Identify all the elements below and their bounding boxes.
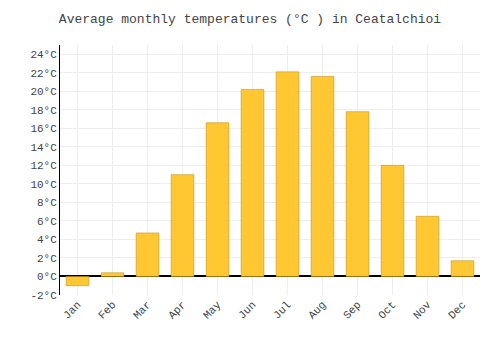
svg-text:22°C: 22°C bbox=[30, 68, 57, 80]
svg-text:4°C: 4°C bbox=[37, 234, 57, 246]
svg-text:Average monthly temperatures (: Average monthly temperatures (°C ) in Ce… bbox=[59, 12, 441, 27]
svg-text:8°C: 8°C bbox=[37, 197, 57, 209]
svg-text:Feb: Feb bbox=[96, 299, 118, 321]
svg-text:Aug: Aug bbox=[306, 299, 328, 321]
svg-text:Jan: Jan bbox=[61, 299, 83, 321]
svg-text:20°C: 20°C bbox=[30, 86, 57, 98]
svg-text:Jul: Jul bbox=[271, 299, 293, 321]
svg-text:Mar: Mar bbox=[131, 299, 153, 321]
svg-text:16°C: 16°C bbox=[30, 123, 57, 135]
svg-text:-2°C: -2°C bbox=[30, 290, 57, 302]
svg-text:Nov: Nov bbox=[411, 299, 434, 322]
svg-text:Sep: Sep bbox=[341, 299, 363, 321]
svg-text:18°C: 18°C bbox=[30, 105, 57, 117]
svg-text:0°C: 0°C bbox=[37, 271, 57, 283]
svg-text:2°C: 2°C bbox=[37, 253, 57, 265]
svg-text:14°C: 14°C bbox=[30, 142, 57, 154]
svg-text:Jun: Jun bbox=[236, 299, 258, 321]
svg-text:Oct: Oct bbox=[376, 299, 398, 321]
svg-text:Apr: Apr bbox=[166, 299, 188, 321]
svg-text:Dec: Dec bbox=[446, 299, 468, 321]
svg-text:6°C: 6°C bbox=[37, 216, 57, 228]
svg-text:12°C: 12°C bbox=[30, 160, 57, 172]
svg-text:May: May bbox=[201, 299, 224, 322]
svg-text:24°C: 24°C bbox=[30, 49, 57, 61]
svg-text:10°C: 10°C bbox=[30, 179, 57, 191]
